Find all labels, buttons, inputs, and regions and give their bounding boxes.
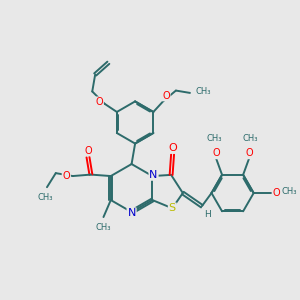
Text: CH₃: CH₃ bbox=[281, 187, 297, 196]
Text: H: H bbox=[204, 210, 211, 219]
Text: O: O bbox=[273, 188, 280, 198]
Text: O: O bbox=[84, 146, 92, 156]
Text: N: N bbox=[149, 170, 158, 180]
Text: O: O bbox=[62, 171, 70, 181]
Text: O: O bbox=[162, 91, 170, 100]
Text: O: O bbox=[212, 148, 220, 158]
Text: O: O bbox=[245, 148, 253, 158]
Text: O: O bbox=[95, 97, 103, 107]
Text: CH₃: CH₃ bbox=[195, 87, 211, 96]
Text: CH₃: CH₃ bbox=[96, 224, 111, 232]
Text: S: S bbox=[169, 203, 176, 213]
Text: O: O bbox=[169, 143, 178, 153]
Text: CH₃: CH₃ bbox=[38, 193, 53, 202]
Text: N: N bbox=[128, 208, 136, 218]
Text: CH₃: CH₃ bbox=[243, 134, 258, 143]
Text: CH₃: CH₃ bbox=[207, 134, 223, 143]
